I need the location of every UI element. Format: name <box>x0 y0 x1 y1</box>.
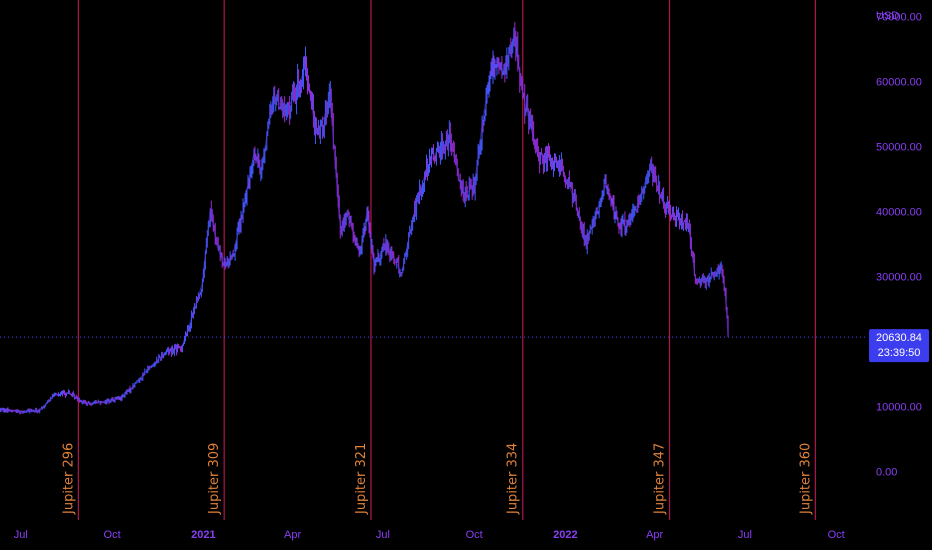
x-tick-label: Jul <box>376 529 390 541</box>
jupiter-marker-label: Jupiter 321 <box>354 443 369 515</box>
y-tick-label: 50000.00 <box>876 141 922 153</box>
y-tick-label: 30000.00 <box>876 271 922 283</box>
y-axis[interactable]: USD 0.00 10000.00 30000.00 40000.00 50000.00… <box>876 10 922 478</box>
x-tick-label: Apr <box>284 529 301 541</box>
jupiter-marker-label: Jupiter 334 <box>506 443 521 515</box>
x-axis[interactable]: Jul Oct 2021 Apr Jul Oct 2022 Apr Jul Oct <box>14 529 845 541</box>
y-axis-unit: USD <box>876 10 899 22</box>
x-tick-label: 2022 <box>553 529 577 541</box>
x-tick-label: Apr <box>646 529 663 541</box>
price-tag-box <box>869 329 929 363</box>
current-price-value: 20630.84 <box>876 332 922 344</box>
y-tick-label: 40000.00 <box>876 206 922 218</box>
x-tick-label: 2021 <box>191 529 215 541</box>
price-series <box>0 22 729 415</box>
y-tick-label: 10000.00 <box>876 401 922 413</box>
price-trend-line <box>0 35 729 412</box>
x-tick-label: Jul <box>738 529 752 541</box>
jupiter-marker-label: Jupiter 309 <box>207 443 222 515</box>
x-tick-label: Oct <box>104 529 121 541</box>
y-tick-label: 60000.00 <box>876 76 922 88</box>
x-tick-label: Oct <box>466 529 483 541</box>
y-tick-label: 0.00 <box>876 466 897 478</box>
x-tick-label: Oct <box>828 529 845 541</box>
jupiter-marker-label: Jupiter 347 <box>653 443 668 515</box>
jupiter-marker-label: Jupiter 360 <box>798 443 813 515</box>
candle-countdown: 23:39:50 <box>878 347 921 359</box>
x-tick-label: Jul <box>14 529 28 541</box>
y-tick-label: 70000.00 <box>876 11 922 23</box>
current-price-tag: 20630.84 23:39:50 <box>869 329 929 363</box>
jupiter-markers: Jupiter 296 Jupiter 309 Jupiter 321 Jupiter… <box>61 0 816 520</box>
jupiter-marker-label: Jupiter 296 <box>61 443 76 515</box>
